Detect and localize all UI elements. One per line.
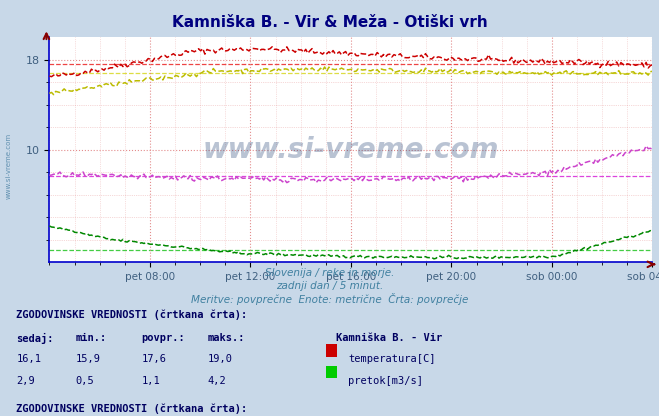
Text: sedaj:: sedaj: [16, 333, 54, 344]
Text: ZGODOVINSKE VREDNOSTI (črtkana črta):: ZGODOVINSKE VREDNOSTI (črtkana črta): [16, 310, 248, 320]
Text: pretok[m3/s]: pretok[m3/s] [348, 376, 423, 386]
Text: ZGODOVINSKE VREDNOSTI (črtkana črta):: ZGODOVINSKE VREDNOSTI (črtkana črta): [16, 403, 248, 414]
Text: maks.:: maks.: [208, 333, 245, 343]
Text: povpr.:: povpr.: [142, 333, 185, 343]
Text: 4,2: 4,2 [208, 376, 226, 386]
Text: temperatura[C]: temperatura[C] [348, 354, 436, 364]
Text: min.:: min.: [76, 333, 107, 343]
Text: 0,5: 0,5 [76, 376, 94, 386]
Text: www.si-vreme.com: www.si-vreme.com [5, 134, 12, 199]
Text: Kamniška B. - Vir: Kamniška B. - Vir [336, 333, 442, 343]
Text: 15,9: 15,9 [76, 354, 101, 364]
Text: Meritve: povprečne  Enote: metrične  Črta: povprečje: Meritve: povprečne Enote: metrične Črta:… [191, 293, 468, 305]
Text: Slovenija / reke in morje.: Slovenija / reke in morje. [265, 268, 394, 278]
Text: 19,0: 19,0 [208, 354, 233, 364]
Text: 2,9: 2,9 [16, 376, 35, 386]
Text: 1,1: 1,1 [142, 376, 160, 386]
Text: Kamniška B. - Vir & Meža - Otiški vrh: Kamniška B. - Vir & Meža - Otiški vrh [171, 15, 488, 30]
Text: 17,6: 17,6 [142, 354, 167, 364]
Text: zadnji dan / 5 minut.: zadnji dan / 5 minut. [276, 281, 383, 291]
Text: 16,1: 16,1 [16, 354, 42, 364]
Text: www.si-vreme.com: www.si-vreme.com [203, 136, 499, 164]
